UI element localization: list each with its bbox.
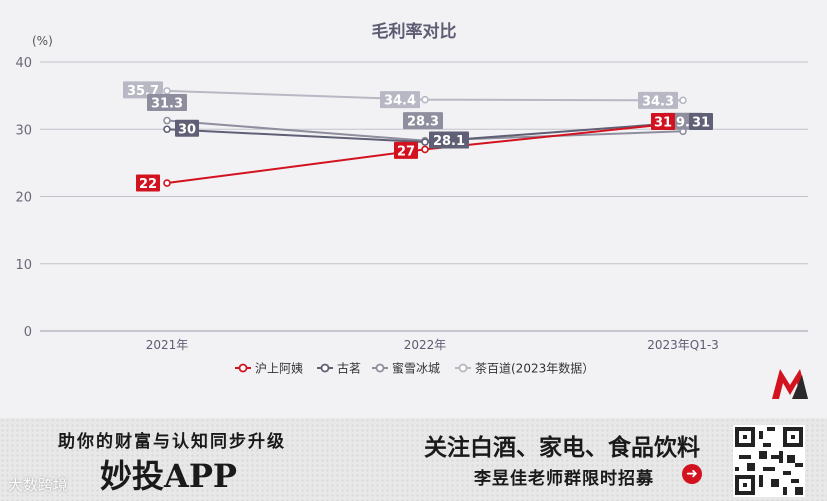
legend-label: 沪上阿姨 [255, 362, 303, 376]
data-label: 31 [692, 116, 710, 131]
legend-marker [458, 363, 468, 373]
chart-title: 毛利率对比 [372, 21, 457, 42]
data-label-bg [651, 113, 675, 131]
banner-follow-text: 关注白酒、家电、食品饮料 [424, 435, 700, 461]
data-label: 28.1 [433, 134, 465, 149]
legend-marker [320, 363, 330, 373]
data-label-bg [403, 112, 443, 130]
data-label: 31.3 [151, 97, 183, 112]
x-tick-label: 2022年 [404, 338, 447, 352]
data-label-bg [689, 113, 713, 131]
y-tick-label: 30 [15, 123, 32, 138]
x-tick-label: 2021年 [146, 338, 189, 352]
banner-app-name: 妙投APP [100, 457, 237, 495]
legend-marker [238, 363, 248, 373]
brand-logo-icon [772, 369, 808, 399]
data-label-bg [638, 91, 678, 109]
data-label: 31 [654, 116, 672, 131]
data-label: 27 [397, 144, 415, 159]
legend-label: 茶百道(2023年数据） [475, 361, 594, 376]
qr-code-icon [733, 425, 805, 497]
data-label: 22 [139, 177, 157, 192]
legend-label: 蜜雪冰城 [392, 361, 440, 376]
banner-recruit-text[interactable]: 李昱佳老师群限时招募 [474, 469, 654, 489]
y-tick-label: 40 [15, 56, 32, 71]
data-label-bg [147, 94, 187, 112]
arrow-right-icon[interactable]: ➜ [682, 464, 702, 484]
data-point [163, 179, 171, 187]
data-label-bg [136, 174, 160, 192]
data-point [163, 87, 171, 95]
data-label-bg [429, 131, 469, 149]
y-axis-unit: (%) [32, 34, 53, 48]
banner-slogan: 助你的财富与认知同步升级 [58, 432, 286, 452]
data-label-bg [380, 91, 420, 109]
data-point [421, 145, 429, 154]
data-label: 28.3 [407, 115, 439, 130]
data-point [679, 96, 687, 105]
data-point [163, 125, 171, 134]
watermark-text: 大数跨境 [8, 476, 69, 494]
data-point [421, 95, 429, 104]
chart-area: 毛利率对比 (%) 0 10 20 30 40 2021年 2022年 2023年Q1-3 35.7… [0, 0, 827, 418]
y-tick-label: 20 [15, 191, 32, 206]
y-tick-label: 10 [15, 258, 32, 273]
data-label: 34.3 [642, 94, 674, 109]
data-label: 30 [178, 122, 196, 137]
data-label-bg [394, 141, 418, 159]
promo-banner[interactable]: 助你的财富与认知同步升级 妙投APP 关注白酒、家电、食品饮料 李昱佳老师群限时… [0, 418, 827, 501]
y-tick-label: 0 [24, 325, 32, 340]
data-label-bg [175, 119, 199, 137]
legend-marker [375, 363, 385, 373]
data-point [421, 138, 429, 146]
legend-label: 古茗 [337, 361, 361, 376]
x-tick-label: 2023年Q1-3 [647, 338, 719, 352]
data-point [163, 116, 171, 125]
data-label: 34.4 [384, 94, 416, 109]
